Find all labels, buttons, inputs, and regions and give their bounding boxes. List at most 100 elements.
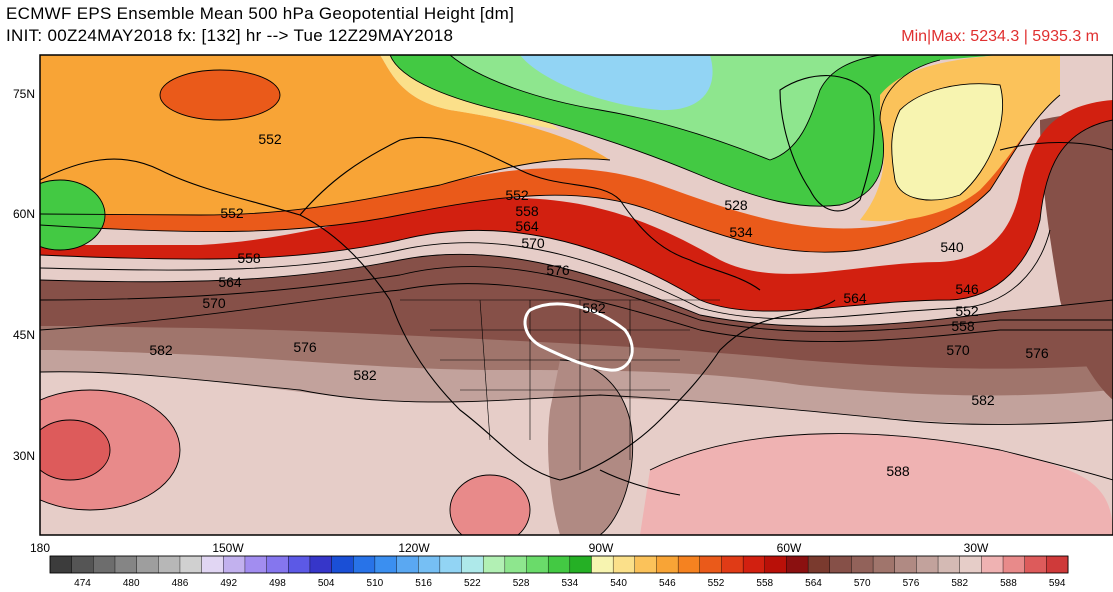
colorbar-swatch [353,555,376,574]
colorbar-swatch [179,555,203,574]
contour-label: 588 [886,463,910,479]
colorbar-label: 552 [708,578,725,589]
coastlines [40,75,1113,496]
colorbar-swatch [764,555,787,574]
colorbar-swatch [374,555,398,574]
min-max-readout: Min|Max: 5234.3 | 5935.3 m [901,28,1099,45]
map-frame [39,54,1113,536]
colorbar-labels: 474 480 486 492 498 504 510 516 522 528 534 540 546 5… [74,578,1066,589]
colorbar-swatch [742,555,766,574]
lat-label-30n: 30N [13,449,35,463]
contour-label: 552 [258,131,282,147]
contour-label: 576 [546,262,570,278]
colorbar-swatch [136,555,159,574]
contour-label: 558 [951,318,975,334]
lat-label-75n: 75N [13,87,35,101]
colorbar-label: 594 [1049,578,1066,589]
white-contour [523,302,634,372]
contour-label: 540 [940,239,964,255]
lat-label-45n: 45N [13,328,35,342]
contour-label: 558 [515,203,539,219]
colorbar-swatch [721,555,744,574]
latitude-labels: 75N 60N 45N 30N [13,87,35,463]
contour-label: 552 [505,187,529,203]
colorbar-swatch [959,555,982,574]
colorbar-label: 510 [367,578,384,589]
colorbar-swatch [634,555,657,574]
colorbar-swatch [201,555,224,574]
contour-label: 582 [353,367,377,383]
colorbar-swatch [331,555,354,574]
lat-label-60n: 60N [13,207,35,221]
colorbar-swatch [526,555,549,574]
colorbar-label: 522 [464,578,481,589]
colorbar-label: 540 [610,578,627,589]
colorbar-swatch [612,555,636,574]
colorbar-swatch [981,555,1004,574]
contour-label: 582 [971,392,995,408]
contour-label: 582 [149,342,173,358]
colorbar-swatch [418,555,441,574]
contour-label: 576 [293,339,317,355]
colorbar-swatch [158,555,181,574]
colorbar-swatch [1024,555,1047,574]
map-title: ECMWF EPS Ensemble Mean 500 hPa Geopoten… [6,4,515,23]
colorbar-label: 474 [74,578,91,589]
colorbar-swatch [569,555,592,574]
colorbar-swatch [482,555,506,574]
contour-label: 576 [1025,345,1049,361]
contour-label: 528 [724,197,748,213]
colorbar-label: 558 [756,578,773,589]
contour-label: 564 [843,290,867,306]
colorbar-swatch [829,555,852,574]
lon-label-150w: 150W [212,541,244,555]
lon-label-30w: 30W [964,541,989,555]
contour-label: 534 [729,224,753,240]
colorbar-swatch [244,555,268,574]
colorbar-swatch [461,555,484,574]
colorbar-label: 588 [1000,578,1017,589]
colorbar-swatch [223,555,246,574]
colorbar-label: 546 [659,578,676,589]
contour-label: 570 [202,295,226,311]
colorbar-swatch [894,555,917,574]
colorbar-label: 504 [318,578,335,589]
longitude-labels: 180 150W 120W 90W 60W 30W [30,541,989,555]
colorbar-swatch [699,555,722,574]
colorbar-swatch [114,555,138,574]
colorbar-swatch [1046,555,1069,574]
colorbar-label: 570 [854,578,871,589]
contour-label: 546 [955,281,979,297]
colorbar-swatch [872,555,896,574]
lon-label-90w: 90W [589,541,614,555]
contour-label: 552 [955,303,979,319]
colorbar-label: 498 [269,578,286,589]
contour-label: 570 [946,342,970,358]
colorbar-label: 492 [220,578,237,589]
colorbar-swatch [1002,555,1026,574]
colorbar-label: 534 [561,578,578,589]
colorbar-label: 486 [172,578,189,589]
contour-lines [40,55,1113,535]
colorbar-swatch [309,555,333,574]
lon-label-180: 180 [30,541,50,555]
contour-label: 570 [521,235,545,251]
colorbar-swatch [851,555,874,574]
colorbar-label: 576 [903,578,920,589]
colorbar-swatch [786,555,809,574]
colorbar-swatch [591,555,614,574]
contour-label: 552 [220,205,244,221]
colorbar-swatch [807,555,831,574]
colorbar-swatch [547,555,571,574]
colorbar-swatch [439,555,463,574]
lon-label-60w: 60W [777,541,802,555]
state-borders [400,299,720,470]
colorbar-swatch [677,555,701,574]
contour-label: 558 [237,250,261,266]
height-field [40,55,1113,535]
colorbar-swatch [49,555,73,574]
contour-label: 582 [582,300,606,316]
colorbar-swatch [504,555,528,574]
colorbar-swatch [916,555,939,574]
